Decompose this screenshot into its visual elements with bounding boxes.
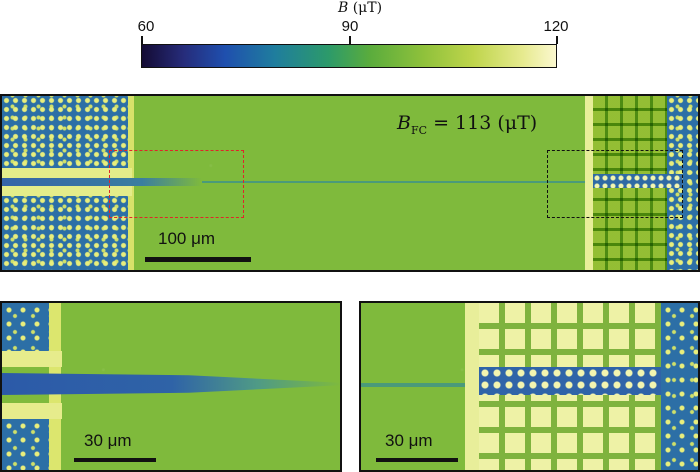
colorbar-tick-label-min: 60 (137, 18, 155, 35)
annotation-symbol: B (397, 112, 411, 134)
left-strip-upper (2, 168, 132, 178)
inset-right-edge (465, 303, 479, 470)
zoom-box-right (547, 150, 683, 218)
scale-label-main: 100 μm (158, 229, 216, 248)
inset-left-channel (2, 373, 340, 395)
left-dot-region-top (2, 96, 132, 168)
inset-left-map: 30 μm (0, 301, 342, 472)
colorbar-tick-max (556, 36, 558, 44)
scale-label-inset-left: 30 μm (84, 431, 132, 450)
colorbar-tick-label-max: 120 (543, 18, 569, 35)
colorbar-tick-min (141, 36, 143, 44)
left-dot-region-bottom (2, 196, 132, 270)
main-field-map: BFC = 113 (μT) 100 μm (0, 94, 700, 272)
inset-right-dots (661, 303, 698, 470)
inset-right-channel-line (361, 383, 471, 387)
inset-left-strip-upper (2, 351, 62, 367)
colorbar (141, 44, 557, 68)
scale-bar-inset-right (376, 458, 458, 462)
left-strip-lower (2, 186, 132, 196)
field-cooling-annotation: BFC = 113 (μT) (397, 112, 537, 137)
scale-bar-main (145, 257, 251, 262)
annotation-value: = 113 (μT) (427, 112, 538, 134)
scale-bar-inset-left (74, 458, 156, 462)
colorbar-tick-mid (349, 36, 351, 44)
inset-left-dots-top (2, 303, 52, 351)
colorbar-title-symbol: B (337, 0, 349, 16)
annotation-subscript: FC (410, 123, 428, 137)
scale-label-inset-right: 30 μm (385, 431, 433, 450)
zoom-box-left (109, 150, 244, 218)
inset-left-strip-lower (2, 403, 62, 419)
channel-taper (2, 178, 202, 186)
colorbar-title: B (μT) (330, 0, 390, 16)
right-channel (593, 174, 683, 188)
channel-line (202, 181, 592, 183)
colorbar-title-unit: (μT) (352, 0, 383, 16)
inset-left-dots-bottom (2, 419, 52, 470)
colorbar-tick-label-mid: 90 (341, 18, 359, 35)
inset-right-map: 30 μm (359, 301, 700, 472)
right-edge-highlight (585, 96, 593, 270)
